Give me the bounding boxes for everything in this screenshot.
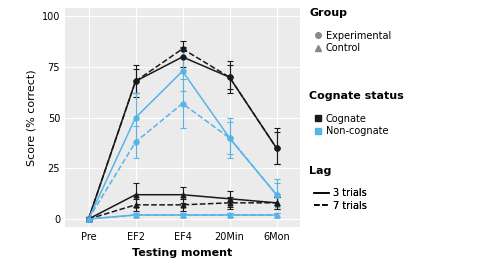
X-axis label: Testing moment: Testing moment [132, 248, 232, 258]
Text: Cognate status: Cognate status [310, 91, 404, 101]
Y-axis label: Score (% correct): Score (% correct) [26, 70, 36, 166]
Text: Lag: Lag [310, 166, 332, 176]
Text: Group: Group [310, 8, 348, 18]
Legend: 3 trials, 7 trials: 3 trials, 7 trials [314, 188, 366, 211]
